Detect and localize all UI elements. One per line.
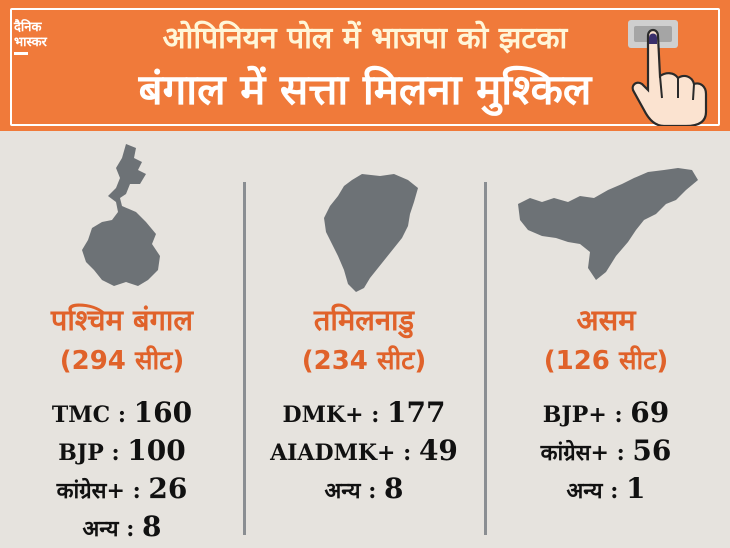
separator: :: [616, 440, 625, 466]
party-name: अन्य: [566, 478, 603, 504]
seat-count: 49: [418, 434, 458, 467]
state-name-assam: असम: [576, 303, 636, 337]
party-name: कांग्रेस+: [540, 440, 609, 466]
west-bengal-map: [82, 144, 160, 286]
result-row: BJP+ : 69: [484, 396, 728, 429]
seat-count: 160: [133, 396, 193, 429]
result-row: अन्य : 8: [0, 510, 244, 543]
result-row: अन्य : 1: [484, 472, 728, 505]
voting-finger-icon: [628, 20, 708, 126]
logo-line2: भास्कर: [14, 35, 47, 50]
separator: :: [403, 440, 412, 466]
title-line1: ओपिनियन पोल में भाजपा को झटका: [162, 21, 568, 56]
separator: :: [111, 440, 120, 466]
separator: :: [117, 402, 126, 428]
party-name: अन्य: [324, 478, 361, 504]
result-row: BJP : 100: [0, 434, 244, 467]
seat-count: 100: [127, 434, 186, 467]
seats-west-bengal: (294 सीट): [59, 346, 185, 376]
seat-count: 69: [630, 396, 670, 429]
party-name: DMK+: [282, 402, 364, 428]
separator: :: [132, 478, 141, 504]
divider-right: [484, 182, 487, 535]
seat-count: 56: [632, 434, 672, 467]
result-row: AIADMK+ : 49: [242, 434, 486, 467]
seat-count: 177: [387, 396, 446, 429]
seat-count: 8: [142, 510, 162, 543]
result-row: अन्य : 8: [242, 472, 486, 505]
logo-line1: दैनिक: [14, 20, 42, 35]
party-name: BJP: [58, 440, 104, 466]
separator: :: [610, 478, 619, 504]
divider-left: [243, 182, 246, 535]
seat-count: 1: [626, 472, 646, 505]
result-row: DMK+ : 177: [242, 396, 486, 429]
seat-count: 8: [384, 472, 404, 505]
party-name: अन्य: [82, 516, 119, 542]
seat-count: 26: [148, 472, 188, 505]
tamil-nadu-map: [324, 174, 418, 292]
separator: :: [614, 402, 623, 428]
party-name: BJP+: [542, 402, 607, 428]
result-row: कांग्रेस+ : 26: [0, 472, 244, 505]
separator: :: [126, 516, 135, 542]
seats-tamil-nadu: (234 सीट): [301, 346, 427, 376]
logo: दैनिक भास्कर: [14, 20, 70, 58]
title-line2: बंगाल में सत्ता मिलना मुश्किल: [138, 65, 592, 114]
state-name-tamil-nadu: तमिलनाडु: [313, 303, 415, 337]
separator: :: [371, 402, 380, 428]
result-row: कांग्रेस+ : 56: [484, 434, 728, 467]
separator: :: [368, 478, 377, 504]
result-row: TMC : 160: [0, 396, 244, 429]
party-name: AIADMK+: [270, 440, 396, 466]
party-name: TMC: [51, 402, 111, 428]
assam-map: [518, 168, 698, 280]
state-name-west-bengal: पश्चिम बंगाल: [50, 303, 194, 337]
party-name: कांग्रेस+: [56, 478, 125, 504]
header-banner: दैनिक भास्कर ओपिनियन पोल में भाजपा को झट…: [0, 0, 730, 131]
seats-assam: (126 सीट): [543, 346, 669, 376]
header-frame: [10, 8, 720, 126]
